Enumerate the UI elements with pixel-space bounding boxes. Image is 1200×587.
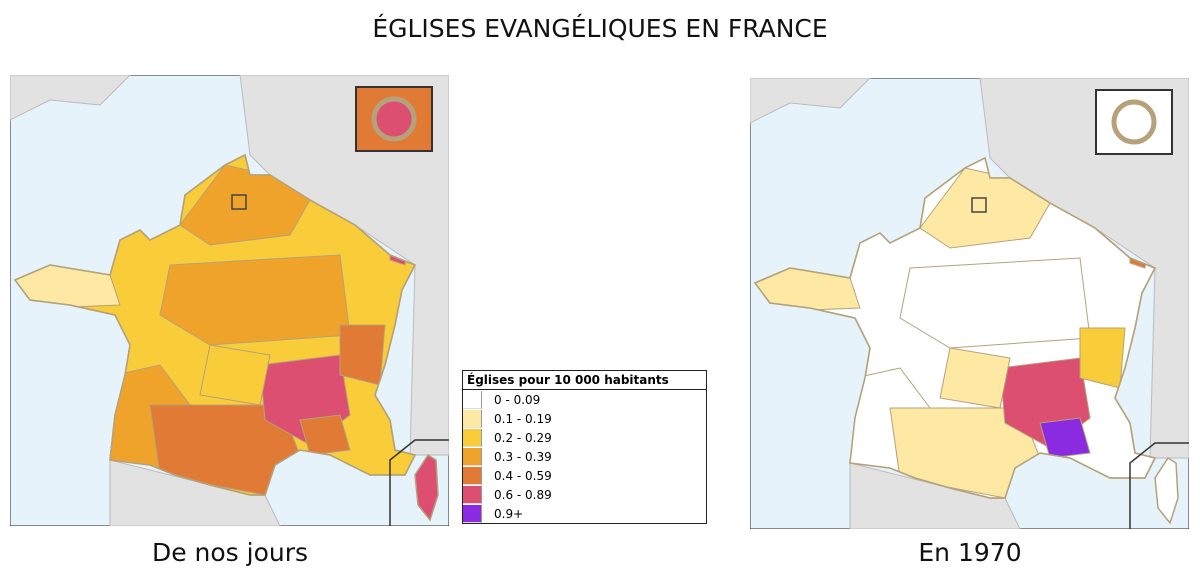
- france-outline: [753, 156, 1157, 499]
- legend-label: 0.2 - 0.29: [494, 430, 552, 445]
- corsica-inset: [1129, 442, 1189, 529]
- corsica-inset: [389, 439, 449, 526]
- legend-label: 0.6 - 0.89: [494, 487, 552, 502]
- region: [299, 414, 351, 456]
- legend-item: 0.9+: [463, 504, 706, 523]
- region: [159, 254, 351, 346]
- legend-swatch: [463, 485, 482, 504]
- region: [1039, 417, 1091, 459]
- region: [339, 324, 386, 386]
- corsica: [1154, 456, 1179, 525]
- region: [1079, 327, 1126, 389]
- legend-swatch: [463, 409, 482, 428]
- legend-title: Églises pour 10 000 habitants: [463, 371, 706, 390]
- legend-label: 0.3 - 0.39: [494, 449, 552, 464]
- legend: Églises pour 10 000 habitants 0 - 0.09 0.…: [462, 370, 707, 524]
- neighbour-land: [750, 78, 871, 124]
- legend-item: 0.4 - 0.59: [463, 466, 706, 485]
- legend-label: 0.1 - 0.19: [494, 411, 552, 426]
- legend-label: 0.9+: [494, 506, 524, 521]
- neighbour-land: [239, 75, 449, 456]
- paris-marker: [971, 197, 987, 213]
- corsica: [414, 453, 439, 522]
- paris-marker: [231, 194, 247, 210]
- legend-swatch: [463, 390, 482, 409]
- map-1970: [750, 78, 1189, 529]
- legend-swatch: [463, 466, 482, 485]
- regions: [755, 167, 1155, 498]
- legend-swatch: [463, 428, 482, 447]
- legend-item: 0.1 - 0.19: [463, 409, 706, 428]
- legend-item: 0.3 - 0.39: [463, 447, 706, 466]
- legend-swatch: [463, 504, 482, 523]
- region: [199, 344, 271, 406]
- legend-item: 0.6 - 0.89: [463, 485, 706, 504]
- legend-label: 0.4 - 0.59: [494, 468, 552, 483]
- regions: [15, 164, 415, 495]
- map-current: [10, 75, 449, 526]
- map-caption: En 1970: [918, 538, 1022, 567]
- map-caption: De nos jours: [151, 538, 309, 567]
- page-title: ÉGLISES EVANGÉLIQUES EN FRANCE: [372, 14, 828, 43]
- legend-item: 0.2 - 0.29: [463, 428, 706, 447]
- france-outline: [13, 153, 417, 496]
- legend-item: 0 - 0.09: [463, 390, 706, 409]
- neighbour-land: [979, 78, 1189, 459]
- paris-inset-ring: [1111, 99, 1157, 145]
- legend-swatch: [463, 447, 482, 466]
- region: [899, 257, 1091, 349]
- region: [939, 347, 1011, 409]
- neighbour-land: [10, 75, 131, 121]
- paris-inset-ring: [371, 96, 417, 142]
- legend-label: 0 - 0.09: [494, 392, 541, 407]
